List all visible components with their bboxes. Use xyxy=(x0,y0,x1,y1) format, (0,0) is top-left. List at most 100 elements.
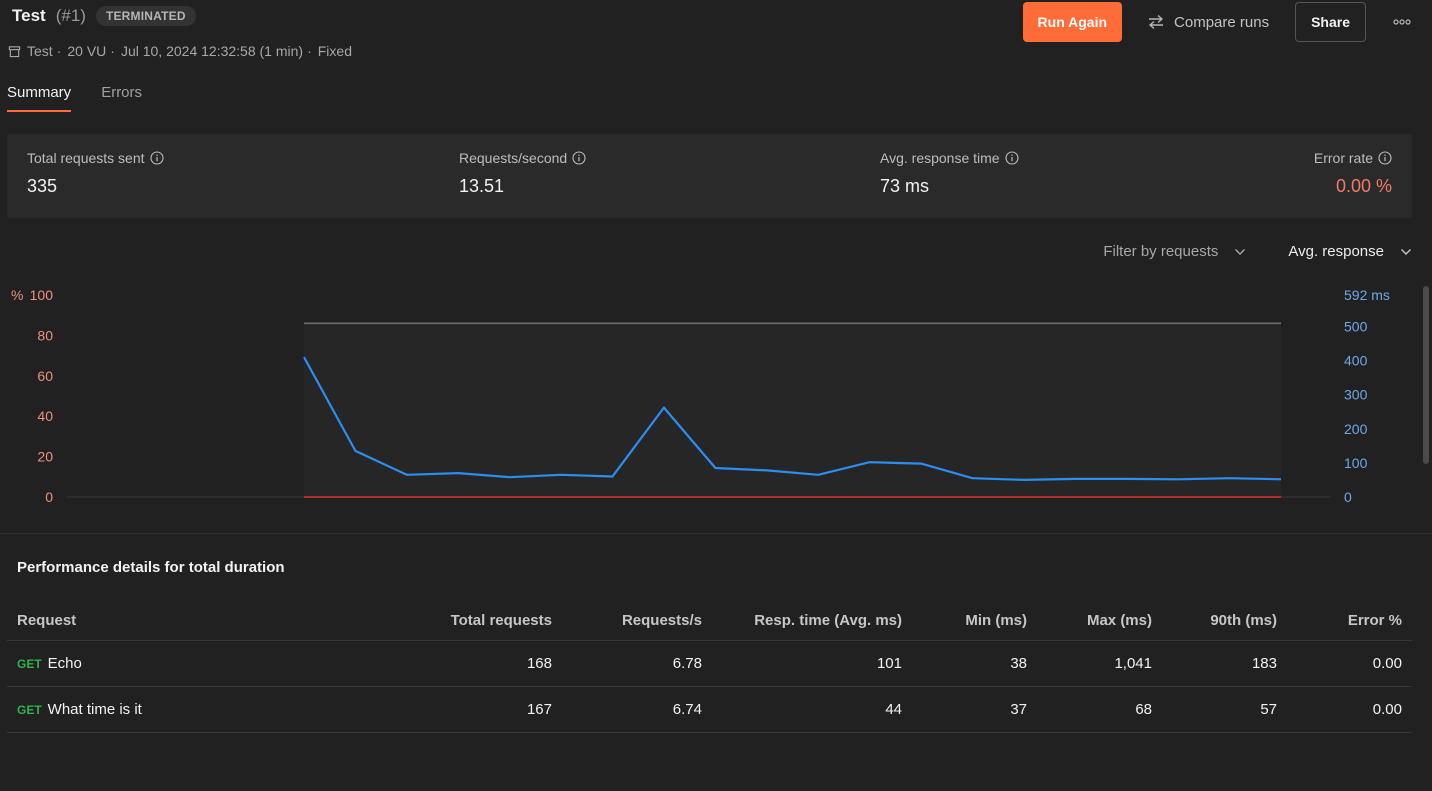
status-badge: TERMINATED xyxy=(95,6,196,26)
run-number: (#1) xyxy=(55,6,86,25)
stat-value: 13.51 xyxy=(459,176,505,196)
stat-label-row: Error rate xyxy=(1314,150,1392,166)
compare-runs-button[interactable]: Compare runs xyxy=(1146,2,1269,42)
meta-separator: · xyxy=(56,43,62,59)
cell-p90: 183 xyxy=(1251,655,1277,672)
tab-errors[interactable]: Errors xyxy=(101,84,143,101)
cell-error: 0.00 xyxy=(1372,655,1402,672)
col-total-requests[interactable]: Total requests xyxy=(450,612,552,629)
stat-requests-per-second: Requests/second 13.51 xyxy=(459,150,586,197)
tab-summary[interactable]: Summary xyxy=(7,84,72,112)
stat-label-row: Avg. response time xyxy=(880,150,1019,166)
stat-value: 335 xyxy=(27,176,58,196)
meta-vus: 20 VU xyxy=(67,43,107,59)
stat-error-rate: Error rate 0.00 % xyxy=(1314,150,1392,197)
right-axis-max-label: 592 ms xyxy=(1344,287,1390,303)
share-button[interactable]: Share xyxy=(1295,2,1366,42)
page-title: Test xyxy=(12,6,46,25)
request-name: Echo xyxy=(47,655,82,672)
request-cell: GET Echo xyxy=(17,655,82,672)
cell-max: 68 xyxy=(1135,701,1152,718)
cell-error: 0.00 xyxy=(1372,701,1402,718)
method-badge: GET xyxy=(17,703,42,717)
cell-p90: 57 xyxy=(1260,701,1277,718)
stat-total-requests: Total requests sent 335 xyxy=(27,150,164,197)
right-axis-tick-label: 400 xyxy=(1344,353,1368,369)
left-axis-tick-label: 40 xyxy=(37,408,53,424)
left-axis-tick-label: 0 xyxy=(45,489,53,505)
meta-collection[interactable]: Test xyxy=(27,43,53,59)
info-icon[interactable] xyxy=(1005,151,1019,165)
compare-runs-label: Compare runs xyxy=(1174,13,1270,31)
cell-avg: 44 xyxy=(885,701,902,718)
col-min[interactable]: Min (ms) xyxy=(965,612,1027,629)
cell-avg: 101 xyxy=(876,655,902,672)
stat-avg-response-time: Avg. response time 73 ms xyxy=(880,150,1019,197)
cell-rps: 6.74 xyxy=(672,701,702,718)
meta-date: Jul 10, 2024 12:32:58 (1 min) xyxy=(120,43,304,59)
left-axis-tick-label: 80 xyxy=(37,327,53,343)
cell-min: 37 xyxy=(1010,701,1027,718)
more-options-icon[interactable] xyxy=(1392,12,1412,32)
request-name: What time is it xyxy=(47,701,142,718)
ellipsis-icon xyxy=(1393,19,1411,25)
col-p90[interactable]: 90th (ms) xyxy=(1210,612,1277,629)
run-meta: Test · 20 VU · Jul 10, 2024 12:32:58 (1 … xyxy=(8,43,352,59)
chart-series-line xyxy=(303,356,1282,481)
summary-stats: Total requests sent 335 Requests/second … xyxy=(7,134,1412,218)
collection-icon xyxy=(8,45,21,57)
table-header: Request Total requests Requests/s Resp. … xyxy=(7,600,1412,641)
right-axis-tick-label: 0 xyxy=(1344,489,1352,505)
right-axis-tick-label: 100 xyxy=(1344,455,1368,471)
stat-label-row: Total requests sent xyxy=(27,150,164,166)
stat-value: 0.00 % xyxy=(1335,176,1392,196)
title-row: Test (#1) TERMINATED xyxy=(12,6,196,26)
col-requests-per-second[interactable]: Requests/s xyxy=(621,612,702,629)
run-header: Test (#1) TERMINATED Test · 20 VU · Jul … xyxy=(0,0,1432,80)
info-icon[interactable] xyxy=(1378,151,1392,165)
chart-active-region xyxy=(304,323,1281,497)
filter-requests-dropdown[interactable]: Filter by requests xyxy=(1103,243,1246,260)
meta-separator: · xyxy=(307,43,312,59)
col-error[interactable]: Error % xyxy=(1347,612,1402,629)
right-axis-tick-label: 200 xyxy=(1344,421,1368,437)
scrollbar[interactable] xyxy=(1423,286,1429,464)
stat-label: Requests/second xyxy=(459,150,568,166)
cell-rps: 6.78 xyxy=(672,655,702,672)
compare-arrows-icon xyxy=(1148,14,1164,30)
table-row[interactable]: GET Echo 168 6.78 101 38 1,041 183 0.00 xyxy=(7,641,1412,687)
left-axis-tick-label: 100 xyxy=(30,287,54,303)
divider xyxy=(0,533,1432,534)
run-again-button[interactable]: Run Again xyxy=(1022,2,1123,42)
col-resp-time[interactable]: Resp. time (Avg. ms) xyxy=(754,612,902,629)
request-cell: GET What time is it xyxy=(17,701,142,718)
method-badge: GET xyxy=(17,657,42,671)
stat-label: Avg. response time xyxy=(880,150,1000,166)
info-icon[interactable] xyxy=(572,151,586,165)
chart-filters: Filter by requests Avg. response xyxy=(1103,243,1412,260)
right-axis-tick-label: 500 xyxy=(1344,318,1368,334)
cell-min: 38 xyxy=(1010,655,1027,672)
table-row[interactable]: GET What time is it 167 6.74 44 37 68 57 … xyxy=(7,687,1412,733)
stat-value: 73 ms xyxy=(880,176,930,196)
left-axis-tick-label: 20 xyxy=(37,449,53,465)
chevron-down-icon xyxy=(1401,248,1411,255)
metric-dropdown[interactable]: Avg. response xyxy=(1288,243,1412,260)
meta-separator: · xyxy=(110,43,115,59)
dropdown-label: Avg. response xyxy=(1288,243,1384,260)
cell-max: 1,041 xyxy=(1114,655,1152,672)
info-icon[interactable] xyxy=(149,151,164,165)
col-max[interactable]: Max (ms) xyxy=(1086,612,1152,629)
chevron-down-icon xyxy=(1235,248,1246,255)
header-actions: Run Again Compare runs Share xyxy=(1022,2,1412,42)
performance-title: Performance details for total duration xyxy=(17,559,285,576)
dropdown-label: Filter by requests xyxy=(1103,243,1219,260)
cell-total: 167 xyxy=(526,701,552,718)
stat-label-row: Requests/second xyxy=(459,150,586,166)
col-request[interactable]: Request xyxy=(17,612,77,629)
cell-total: 168 xyxy=(526,655,552,672)
left-axis-tick-label: 60 xyxy=(37,368,53,384)
tab-bar: Summary Errors xyxy=(7,84,172,112)
meta-profile: Fixed xyxy=(317,43,352,59)
